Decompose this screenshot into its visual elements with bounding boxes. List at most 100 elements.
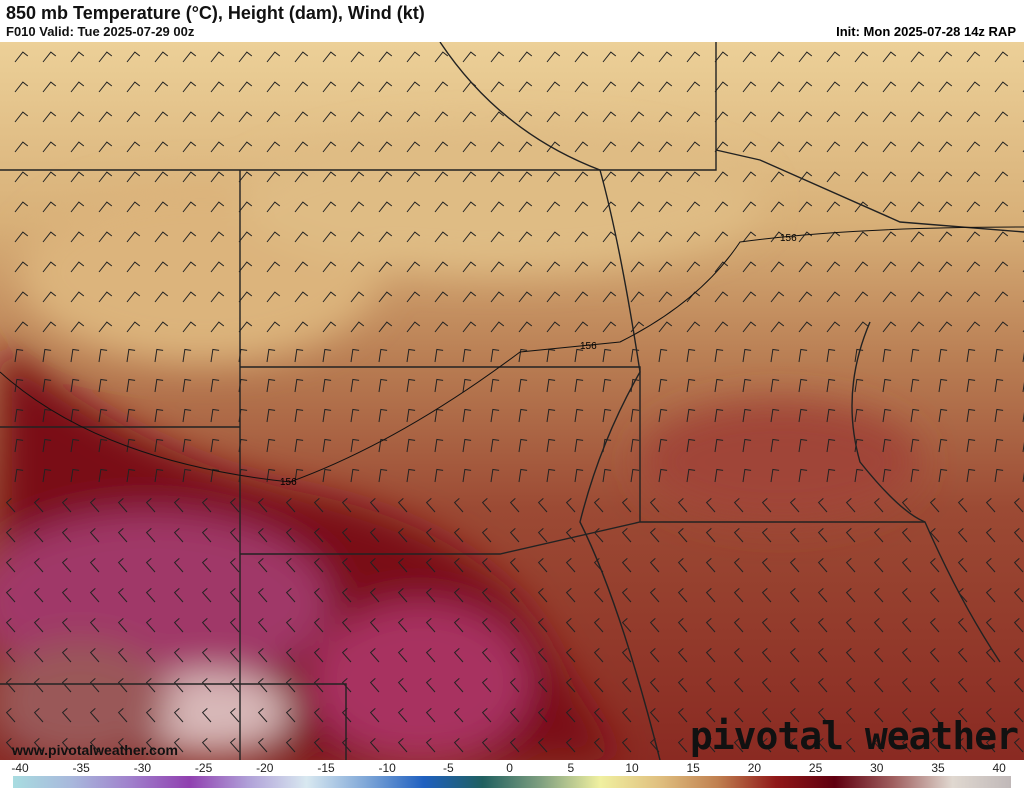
wind-barb	[14, 438, 24, 453]
wind-barb	[910, 321, 925, 333]
wind-barb	[602, 468, 612, 483]
wind-barb	[5, 557, 16, 573]
wind-barb	[378, 408, 388, 423]
wind-barb	[350, 468, 360, 483]
wind-barb	[266, 438, 276, 453]
wind-barb	[901, 497, 912, 513]
wind-barb	[602, 111, 617, 123]
wind-barb	[994, 438, 1004, 453]
wind-barb	[574, 51, 589, 63]
wind-barb	[182, 81, 197, 93]
wind-barb	[966, 81, 981, 93]
wind-barb	[434, 438, 444, 453]
wind-barb	[873, 557, 884, 573]
colorbar-tick-label: 35	[931, 761, 945, 775]
wind-barb	[350, 291, 365, 303]
wind-barb	[425, 707, 436, 723]
wind-barb	[686, 378, 696, 393]
wind-barb	[546, 81, 561, 93]
wind-barb	[789, 497, 800, 513]
wind-barb	[145, 617, 156, 633]
wind-barb	[406, 231, 421, 243]
wind-barb	[798, 408, 808, 423]
wind-barb	[126, 231, 141, 243]
wind-barb	[350, 51, 365, 63]
wind-barb	[462, 171, 477, 183]
wind-barb	[574, 468, 584, 483]
wind-barb	[658, 231, 673, 243]
wind-barb	[873, 707, 884, 723]
wind-barb	[425, 587, 436, 603]
wind-barb	[350, 171, 365, 183]
wind-barb	[714, 261, 729, 273]
wind-barb	[481, 527, 492, 543]
wind-barb	[518, 141, 533, 153]
wind-barb	[518, 321, 533, 333]
wind-barb	[126, 321, 141, 333]
wind-barb	[826, 408, 836, 423]
wind-barb	[1013, 587, 1024, 603]
wind-barb	[406, 201, 421, 213]
wind-barb	[938, 438, 948, 453]
wind-barb	[574, 231, 589, 243]
wind-barb	[490, 111, 505, 123]
wind-barb	[229, 527, 240, 543]
wind-barb	[761, 497, 772, 513]
wind-barb	[42, 468, 52, 483]
wind-barb	[285, 737, 296, 753]
wind-barb	[621, 527, 632, 543]
wind-barb	[742, 231, 757, 243]
wind-barb	[42, 321, 57, 333]
wind-barb	[182, 141, 197, 153]
wind-barb	[966, 291, 981, 303]
wind-barb	[98, 291, 113, 303]
wind-barb	[630, 468, 640, 483]
wind-barb	[453, 617, 464, 633]
wind-barb	[817, 497, 828, 513]
wind-barb	[630, 438, 640, 453]
wind-barb	[901, 587, 912, 603]
wind-barb	[294, 378, 304, 393]
wind-barb	[453, 647, 464, 663]
wind-barb	[14, 171, 29, 183]
wind-barb	[686, 468, 696, 483]
wind-barb	[341, 647, 352, 663]
wind-barb	[994, 348, 1004, 363]
wind-barb	[537, 557, 548, 573]
wind-barb	[70, 141, 85, 153]
wind-barb	[126, 51, 141, 63]
wind-barb	[593, 587, 604, 603]
wind-barb	[602, 141, 617, 153]
wind-barb	[910, 408, 920, 423]
wind-barb	[537, 737, 548, 753]
wind-barb	[5, 737, 16, 753]
wind-barb	[238, 111, 253, 123]
wind-barb	[742, 171, 757, 183]
wind-barb	[994, 81, 1009, 93]
map-title: 850 mb Temperature (°C), Height (dam), W…	[6, 3, 425, 23]
wind-barb	[154, 201, 169, 213]
wind-barb	[817, 527, 828, 543]
wind-barb	[630, 231, 645, 243]
wind-barb	[649, 617, 660, 633]
wind-barb	[677, 737, 688, 753]
wind-barb	[14, 408, 24, 423]
wind-barb	[882, 261, 897, 273]
wind-barb	[313, 707, 324, 723]
wind-barb	[658, 438, 668, 453]
wind-barb	[210, 261, 225, 273]
wind-barb	[742, 201, 757, 213]
wind-barb	[761, 527, 772, 543]
wind-barb	[98, 321, 113, 333]
wind-barb	[602, 348, 612, 363]
wind-barb	[565, 497, 576, 513]
wind-barb	[98, 348, 108, 363]
wind-barb	[341, 617, 352, 633]
wind-barb	[509, 557, 520, 573]
wind-barb	[126, 348, 136, 363]
wind-barb	[369, 677, 380, 693]
wind-barb	[574, 171, 589, 183]
wind-barb	[733, 557, 744, 573]
wind-barb	[546, 51, 561, 63]
wind-barb	[173, 737, 184, 753]
